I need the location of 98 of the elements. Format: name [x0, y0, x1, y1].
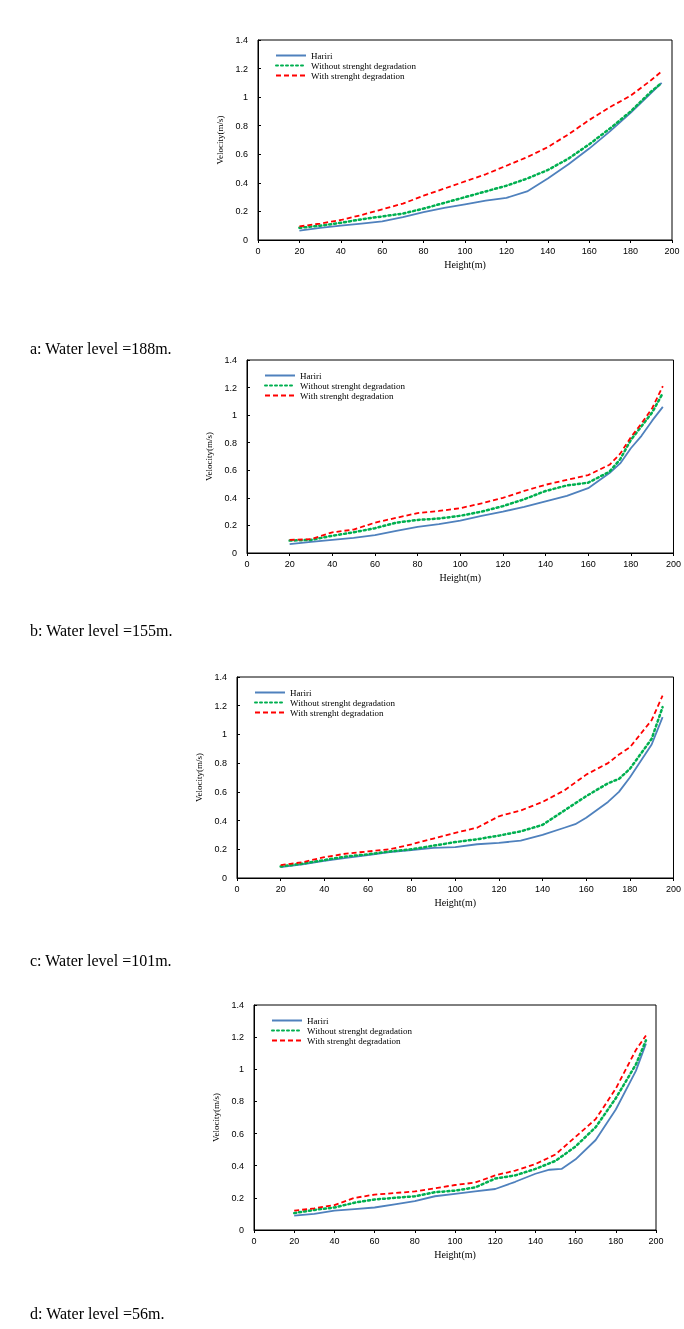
x-tick-label: 20: [289, 1235, 300, 1246]
x-tick-label: 180: [622, 883, 638, 894]
x-tick-label: 160: [581, 245, 597, 256]
y-tick-label: 0.2: [224, 520, 237, 531]
x-tick-label: 200: [665, 883, 682, 894]
y-tick-label: 1.4: [214, 672, 227, 682]
y-tick-label: 0.6: [214, 786, 227, 797]
y-tick-label: 1.2: [231, 1032, 244, 1043]
x-tick-label: 100: [447, 1235, 463, 1246]
y-tick-label: 0.4: [224, 492, 237, 503]
y-tick-label: 0.4: [214, 815, 227, 826]
x-tick-label: 40: [327, 558, 338, 569]
x-tick-label: 100: [447, 883, 463, 894]
x-axis-title: Height(m): [439, 572, 482, 585]
x-tick-label: 20: [294, 245, 305, 256]
x-tick-label: 120: [491, 883, 507, 894]
x-axis-title: Height(m): [444, 259, 486, 272]
x-tick-label: 180: [608, 1235, 624, 1246]
x-tick-label: 0: [255, 245, 261, 256]
legend-label: Without strenght degradation: [311, 60, 417, 71]
legend-label: Hariri: [307, 1015, 329, 1026]
legend-label: Without strenght degradation: [307, 1025, 413, 1036]
y-tick-label: 0.4: [235, 177, 248, 188]
x-tick-label: 180: [623, 245, 639, 256]
x-tick-label: 0: [251, 1235, 257, 1246]
x-tick-label: 120: [495, 558, 511, 569]
x-tick-label: 60: [369, 558, 380, 569]
y-tick-label: 1: [238, 1064, 244, 1075]
y-tick-label: 0.8: [235, 120, 248, 131]
y-tick-label: 0.6: [224, 465, 237, 476]
x-tick-label: 80: [409, 1235, 420, 1246]
y-tick-label: 0.2: [214, 844, 227, 855]
x-tick-label: 140: [540, 245, 556, 256]
y-axis-title: Velocity(m/s): [215, 115, 226, 165]
x-tick-label: 40: [335, 245, 346, 256]
legend-label: With strenght degradation: [290, 707, 385, 718]
text: b: Water level =155m.: [30, 622, 173, 640]
y-tick-label: 0: [238, 1225, 244, 1235]
text: d: Water level =56m.: [30, 1305, 165, 1323]
x-tick-label: 100: [452, 558, 468, 569]
x-tick-label: 120: [498, 245, 514, 256]
x-axis-title: Height(m): [434, 1249, 476, 1262]
text: c: Water level =101m.: [30, 952, 172, 970]
y-tick-label: 0.8: [231, 1096, 244, 1107]
x-tick-label: 80: [418, 245, 429, 256]
y-tick-label: 0: [242, 235, 248, 245]
legend-label: Without strenght degradation: [290, 697, 396, 708]
legend-label: Without strenght degradation: [300, 380, 406, 391]
x-tick-label: 200: [665, 558, 682, 569]
x-tick-label: 160: [568, 1235, 584, 1246]
legend-label: Hariri: [311, 50, 333, 61]
x-tick-label: 40: [329, 1235, 340, 1246]
x-tick-label: 60: [377, 245, 388, 256]
y-tick-label: 1: [221, 729, 227, 740]
y-tick-label: 1.4: [231, 1000, 244, 1010]
y-tick-label: 1.2: [214, 700, 227, 711]
y-axis-title: Velocity(m/s): [211, 1093, 222, 1142]
y-tick-label: 0.8: [214, 758, 227, 769]
x-tick-label: 160: [578, 883, 594, 894]
x-axis-title: Height(m): [434, 897, 477, 910]
x-tick-label: 140: [535, 883, 551, 894]
x-tick-label: 60: [369, 1235, 380, 1246]
x-tick-label: 200: [664, 245, 680, 256]
y-tick-label: 1.4: [235, 35, 248, 45]
x-tick-label: 20: [284, 558, 295, 569]
x-tick-label: 200: [648, 1235, 664, 1246]
y-tick-label: 0.6: [235, 149, 248, 160]
x-tick-label: 160: [580, 558, 596, 569]
y-tick-label: 1.4: [224, 355, 237, 365]
y-tick-label: 0: [231, 548, 237, 558]
x-tick-label: 80: [406, 883, 417, 894]
x-tick-label: 20: [275, 883, 286, 894]
y-tick-label: 0.6: [231, 1128, 244, 1139]
y-tick-label: 0.8: [224, 437, 237, 448]
y-tick-label: 1.2: [235, 63, 248, 74]
legend-label: Hariri: [290, 687, 312, 698]
y-tick-label: 1: [242, 92, 248, 103]
y-tick-label: 1.2: [224, 382, 237, 393]
x-tick-label: 80: [412, 558, 423, 569]
x-tick-label: 180: [623, 558, 639, 569]
legend-label: With strenght degradation: [311, 70, 406, 81]
y-axis-title: Velocity(m/s): [194, 753, 205, 802]
y-tick-label: 0.2: [235, 206, 248, 217]
legend-label: Hariri: [300, 370, 322, 381]
y-tick-label: 0: [221, 873, 227, 883]
x-tick-label: 120: [487, 1235, 503, 1246]
x-tick-label: 60: [362, 883, 373, 894]
legend-label: With strenght degradation: [307, 1035, 402, 1046]
y-axis-title: Velocity(m/s): [204, 432, 215, 481]
y-tick-label: 0.4: [231, 1160, 244, 1171]
x-tick-label: 40: [319, 883, 330, 894]
y-tick-label: 0.2: [231, 1192, 244, 1203]
legend-label: With strenght degradation: [300, 390, 395, 401]
x-tick-label: 100: [457, 245, 473, 256]
text: a: Water level =188m.: [30, 340, 172, 358]
y-tick-label: 1: [231, 410, 237, 421]
x-tick-label: 140: [538, 558, 554, 569]
x-tick-label: 140: [527, 1235, 543, 1246]
